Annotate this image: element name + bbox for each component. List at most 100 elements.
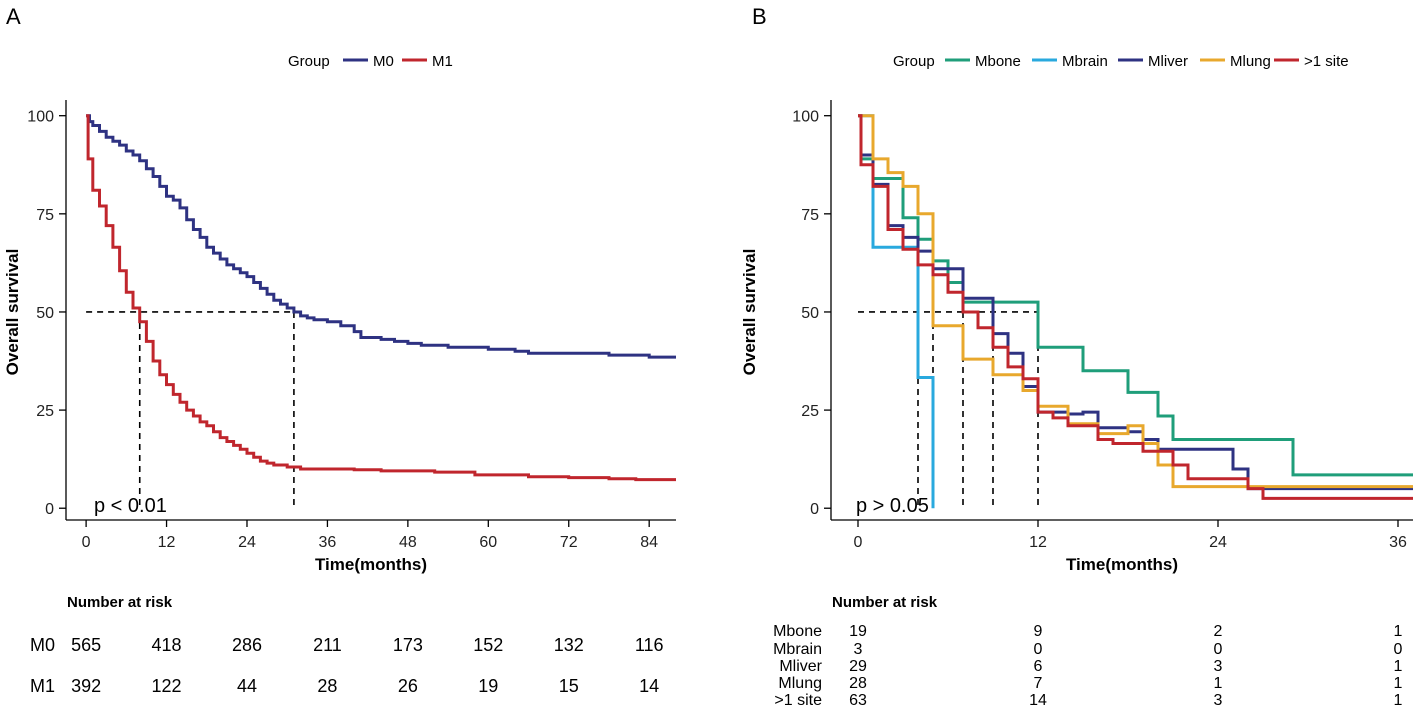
risk-value-mliver: 6 bbox=[1034, 658, 1043, 675]
x-tick-label: 12 bbox=[158, 534, 176, 551]
survival-curve-mliver bbox=[858, 114, 1413, 491]
panel-b-x-axis-title: Time(months) bbox=[1066, 555, 1178, 574]
legend-label-gt1site: >1 site bbox=[1304, 53, 1349, 70]
risk-value-m0: 565 bbox=[71, 635, 101, 655]
panel-a-risk-values: 565 418 286 211 173 152 132 116 392 122 44 28 26 19 15… bbox=[71, 635, 663, 696]
panel-a-legend: Group M0 M1 bbox=[288, 53, 453, 70]
risk-value-mliver: 3 bbox=[1214, 658, 1223, 675]
panel-b-legend-title: Group bbox=[893, 53, 935, 70]
panel-a-label: A bbox=[6, 4, 21, 29]
x-tick-label: 48 bbox=[399, 534, 417, 551]
y-tick-label: 75 bbox=[801, 207, 819, 224]
risk-value-mliver: 29 bbox=[849, 658, 867, 675]
risk-value-gt1site: 3 bbox=[1214, 692, 1223, 707]
risk-value-mbone: 19 bbox=[849, 623, 867, 640]
risk-row-name-mliver: Mliver bbox=[779, 658, 822, 675]
risk-value-m0: 173 bbox=[393, 635, 423, 655]
panel-a-risk-table: Number at risk M0 M1 565 418 286 211 173 152 1… bbox=[30, 594, 664, 696]
risk-value-mbrain: 0 bbox=[1214, 641, 1223, 658]
risk-value-m1: 14 bbox=[639, 676, 659, 696]
x-tick-label: 0 bbox=[854, 534, 863, 551]
risk-value-m1: 28 bbox=[317, 676, 337, 696]
risk-value-mbrain: 3 bbox=[854, 641, 863, 658]
panel-b-p-value: p > 0.05 bbox=[856, 495, 929, 517]
y-tick-label: 75 bbox=[36, 207, 54, 224]
risk-value-mbrain: 0 bbox=[1034, 641, 1043, 658]
risk-row-name-mbone: Mbone bbox=[773, 623, 822, 640]
legend-label-mliver: Mliver bbox=[1148, 53, 1188, 70]
risk-row-name-m1: M1 bbox=[30, 676, 55, 696]
legend-label-mbone: Mbone bbox=[975, 53, 1021, 70]
panel-a: A Group M0 M1 0 12 24 36 48 60 72 840255075100 … bbox=[3, 4, 676, 696]
panel-a-plot: 0 12 24 36 48 60 72 84 0 25 50 75 100 bbox=[27, 100, 676, 551]
risk-value-m1: 15 bbox=[559, 676, 579, 696]
risk-value-mlung: 28 bbox=[849, 675, 867, 692]
panel-b-legend: Group Mbone Mbrain Mliver Mlung >1 site bbox=[893, 53, 1349, 70]
panel-a-risk-title: Number at risk bbox=[67, 594, 173, 611]
x-tick-label: 0 bbox=[82, 534, 91, 551]
risk-row-name-mbrain: Mbrain bbox=[773, 641, 822, 658]
risk-value-mlung: 1 bbox=[1214, 675, 1223, 692]
risk-row-name-gt1site: >1 site bbox=[774, 692, 822, 707]
panel-b-risk-table: Number at risk Mbone Mbrain Mliver Mlung… bbox=[773, 594, 1402, 707]
survival-curve-mbone bbox=[858, 114, 1413, 477]
risk-value-mbone: 9 bbox=[1034, 623, 1043, 640]
risk-row-name-m0: M0 bbox=[30, 635, 55, 655]
risk-value-m0: 211 bbox=[313, 635, 342, 655]
risk-value-mbrain: 0 bbox=[1394, 641, 1403, 658]
y-tick-label: 100 bbox=[27, 109, 54, 126]
y-tick-label: 25 bbox=[36, 403, 54, 420]
risk-value-gt1site: 63 bbox=[849, 692, 867, 707]
y-tick-label: 50 bbox=[36, 305, 54, 322]
risk-value-mlung: 7 bbox=[1034, 675, 1043, 692]
y-tick-label: 100 bbox=[792, 109, 819, 126]
panel-b: B Group Mbone Mbrain Mliver Mlung >1 sit… bbox=[740, 4, 1413, 707]
risk-row-name-mlung: Mlung bbox=[778, 675, 822, 692]
panel-a-y-axis-title: Overall survival bbox=[3, 249, 22, 376]
legend-label-m1: M1 bbox=[432, 53, 453, 70]
legend-label-mlung: Mlung bbox=[1230, 53, 1271, 70]
risk-value-m1: 44 bbox=[237, 676, 257, 696]
panel-b-risk-title: Number at risk bbox=[832, 594, 938, 611]
legend-label-mbrain: Mbrain bbox=[1062, 53, 1108, 70]
panel-b-label: B bbox=[752, 4, 767, 29]
survival-curve-m0 bbox=[86, 114, 676, 359]
panel-a-x-axis-title: Time(months) bbox=[315, 555, 427, 574]
risk-value-m0: 116 bbox=[635, 635, 664, 655]
risk-value-m0: 418 bbox=[152, 635, 182, 655]
risk-value-mbone: 2 bbox=[1214, 623, 1223, 640]
panel-a-legend-title: Group bbox=[288, 53, 330, 70]
panel-b-plot: 0 12 24 36 0 25 50 75 100 bbox=[792, 100, 1413, 551]
risk-value-mbone: 1 bbox=[1394, 623, 1403, 640]
panel-b-risk-values: 19 9 2 13 0 0 029 6 3 128 7 1 163 14 3 1 bbox=[849, 623, 1402, 707]
survival-curve-mlung bbox=[858, 114, 1413, 489]
risk-value-gt1site: 14 bbox=[1029, 692, 1047, 707]
x-tick-label: 60 bbox=[479, 534, 497, 551]
risk-value-m0: 152 bbox=[473, 635, 503, 655]
risk-value-m1: 122 bbox=[152, 676, 182, 696]
risk-value-m1: 392 bbox=[71, 676, 101, 696]
x-tick-label: 36 bbox=[319, 534, 337, 551]
x-tick-label: 24 bbox=[1209, 534, 1227, 551]
y-tick-label: 0 bbox=[45, 501, 54, 518]
risk-value-gt1site: 1 bbox=[1394, 692, 1403, 707]
x-tick-label: 84 bbox=[640, 534, 658, 551]
risk-value-mliver: 1 bbox=[1394, 658, 1403, 675]
risk-value-m1: 26 bbox=[398, 676, 418, 696]
x-tick-label: 24 bbox=[238, 534, 256, 551]
risk-value-m0: 132 bbox=[554, 635, 584, 655]
panel-a-p-value: p < 0.01 bbox=[94, 495, 167, 517]
risk-value-mlung: 1 bbox=[1394, 675, 1403, 692]
panel-b-y-axis-title: Overall survival bbox=[740, 249, 759, 376]
x-tick-label: 36 bbox=[1389, 534, 1407, 551]
x-tick-label: 72 bbox=[560, 534, 578, 551]
x-tick-label: 12 bbox=[1029, 534, 1047, 551]
y-tick-label: 50 bbox=[801, 305, 819, 322]
survival-curve-m1 bbox=[86, 114, 676, 482]
legend-label-m0: M0 bbox=[373, 53, 394, 70]
survival-curve-gt1site bbox=[858, 114, 1413, 500]
risk-value-m1: 19 bbox=[478, 676, 498, 696]
risk-value-m0: 286 bbox=[232, 635, 262, 655]
y-tick-label: 25 bbox=[801, 403, 819, 420]
